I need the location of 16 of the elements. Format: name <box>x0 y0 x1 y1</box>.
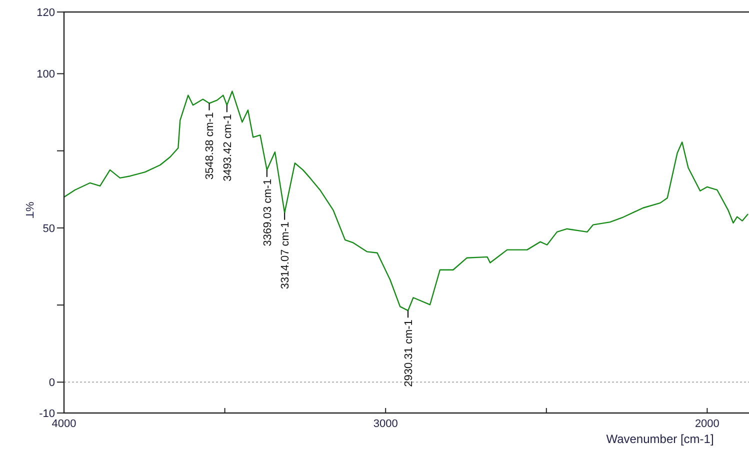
x-tick-label: 4000 <box>52 418 76 430</box>
y-tick-label: 0 <box>48 377 55 390</box>
line-series <box>64 90 749 312</box>
x-tick-label: 3000 <box>373 418 398 430</box>
annotation: 3493.42 cm-1 <box>222 114 234 182</box>
annotation: 3369.03 cm-1 <box>262 178 274 246</box>
y-axis-title: %T <box>23 202 35 219</box>
y-tick-label: -10 <box>39 408 55 420</box>
x-tick-label: 2000 <box>694 418 720 430</box>
y-tick-label: 50 <box>42 222 55 235</box>
annotation: 3314.07 cm-1 <box>280 222 292 290</box>
x-axis-title: Wavenumber [cm-1] <box>606 432 714 446</box>
annotation: 3548.38 cm-1 <box>204 112 216 180</box>
y-tick-label: 120 <box>36 7 55 19</box>
y-tick-label: 100 <box>36 68 55 81</box>
annotation: 2930.31 cm-1 <box>403 320 416 387</box>
